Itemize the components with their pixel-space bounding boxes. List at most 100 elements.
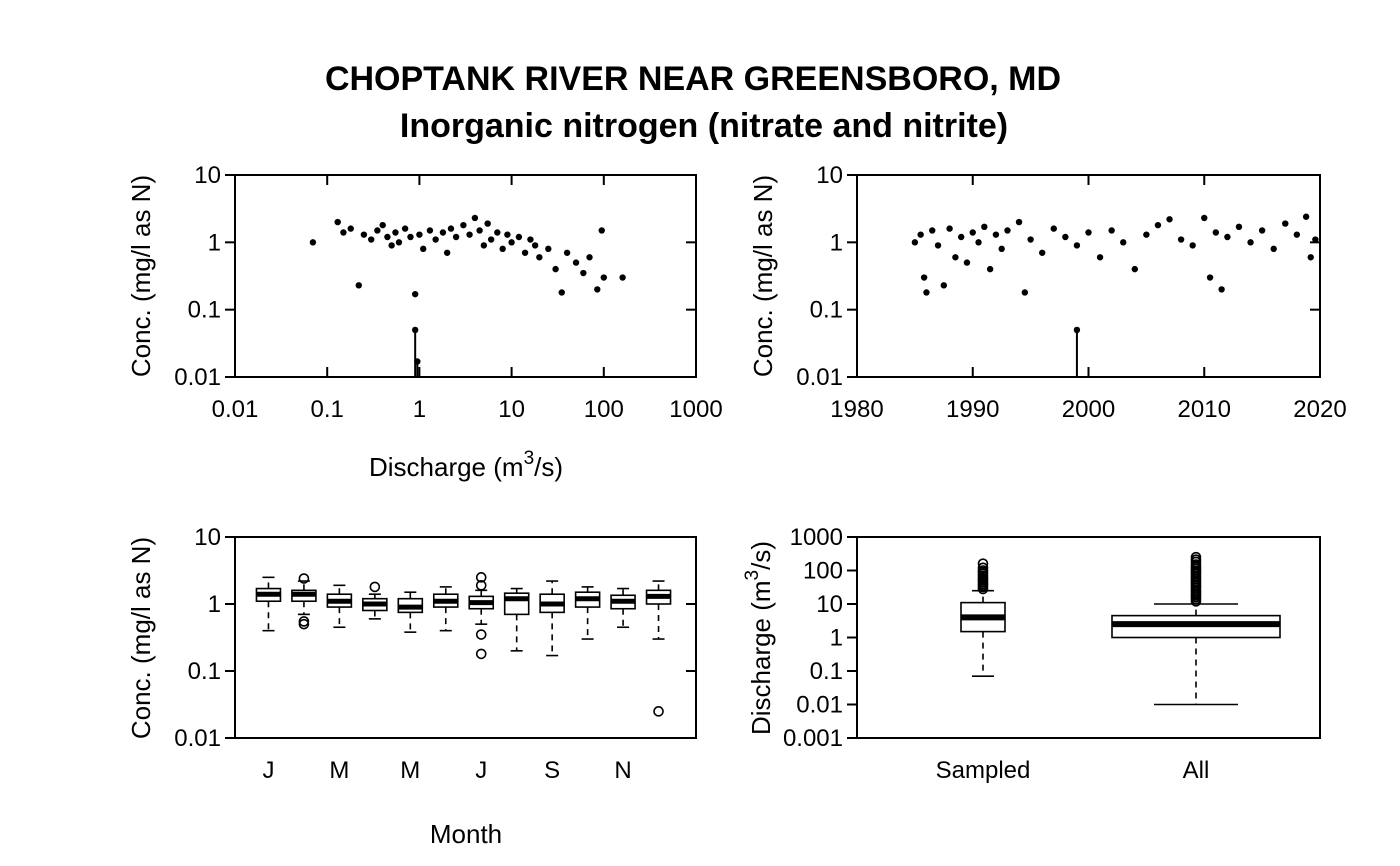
data-point: [1201, 214, 1208, 222]
data-point: [969, 229, 976, 236]
data-point: [1206, 274, 1214, 281]
box-outlier: [369, 581, 381, 593]
data-point: [508, 239, 515, 246]
censored-point: [411, 326, 419, 334]
data-point: [998, 245, 1005, 253]
data-point: [360, 231, 368, 238]
y-tick-label: 100: [803, 558, 843, 585]
data-point: [917, 231, 924, 238]
y-tick-label: 0.01: [796, 364, 843, 391]
x-tick-label: All: [1183, 757, 1210, 784]
data-point: [545, 245, 552, 253]
data-point: [1073, 242, 1081, 249]
figure-title-line2: Inorganic nitrogen (nitrate and nitrite): [400, 107, 1008, 145]
y-tick-label: 0.1: [810, 297, 843, 324]
data-point: [504, 231, 511, 238]
data-point: [572, 259, 580, 266]
data-point: [407, 233, 414, 241]
panel-conc-by-month: 0.01 0.1 1 10 J M M J S N Month Conc. (mg/l as N): [126, 524, 697, 849]
data-point: [594, 286, 601, 293]
data-point: [1258, 227, 1266, 234]
data-point: [384, 233, 391, 241]
data-point: [432, 236, 439, 243]
data-point: [515, 233, 523, 241]
y-tick-label: 10: [194, 524, 221, 551]
data-point: [1224, 233, 1231, 241]
box-outlier: [475, 629, 487, 640]
data-point: [1189, 242, 1196, 249]
y-axis-label: Conc. (mg/l as N): [126, 175, 156, 377]
y-tick-label: 10: [816, 591, 843, 618]
data-point: [487, 236, 495, 243]
data-point: [1293, 231, 1301, 238]
plot-frame: [234, 174, 697, 378]
box-outlier: [977, 558, 989, 569]
data-point: [600, 274, 607, 281]
x-tick-label: 0.1: [311, 396, 344, 423]
data-point: [619, 274, 626, 281]
data-point: [452, 233, 460, 241]
y-tick-label: 0.1: [810, 658, 843, 685]
x-axis-label: Discharge (m3/s): [369, 448, 563, 482]
data-point: [1120, 239, 1127, 246]
box-outlier: [653, 706, 664, 717]
panel-conc-vs-discharge: 0.01 0.1 1 10 100 1000 0.01 0.1 1 10 Conc. (mg/l a…: [126, 162, 723, 482]
data-point: [527, 236, 534, 243]
data-point: [1096, 254, 1104, 261]
data-point: [586, 254, 593, 261]
data-point: [466, 231, 473, 238]
x-tick-label: 2000: [1062, 396, 1115, 423]
data-point: [460, 221, 467, 229]
data-point: [355, 282, 362, 289]
y-axis-label: Conc. (mg/l as N): [748, 175, 778, 377]
x-tick-label: M: [400, 757, 420, 784]
y-tick-label: 10: [194, 162, 221, 189]
x-tick-label: 1000: [669, 396, 722, 423]
data-point: [1212, 229, 1220, 236]
data-point: [521, 249, 529, 256]
data-point: [946, 225, 953, 232]
data-point: [1085, 229, 1092, 236]
data-point: [379, 221, 386, 229]
y-axis-label: Conc. (mg/l as N): [126, 537, 156, 739]
data-point: [447, 225, 455, 232]
data-point: [1039, 249, 1046, 256]
data-point: [420, 245, 427, 253]
data-point: [952, 254, 959, 261]
data-point: [992, 231, 1000, 238]
data-point: [934, 242, 942, 249]
data-point: [392, 229, 399, 236]
data-point: [1143, 231, 1150, 238]
data-point: [1312, 236, 1319, 243]
y-tick-label: 1: [208, 591, 221, 618]
y-axis-label: Discharge (m3/s): [742, 541, 776, 735]
x-tick-label: 2010: [1178, 396, 1231, 423]
box-outlier: [475, 572, 487, 583]
y-tick-label: 0.001: [783, 725, 843, 752]
data-point: [1235, 223, 1243, 231]
data-point: [1247, 239, 1254, 246]
data-point: [1050, 225, 1057, 232]
data-point: [929, 227, 936, 234]
data-point: [494, 229, 501, 236]
x-tick-label: J: [262, 757, 274, 784]
figure-title-line1: CHOPTANK RIVER NEAR GREENSBORO, MD: [325, 60, 1061, 98]
data-point: [416, 231, 423, 238]
data-point: [340, 229, 347, 236]
x-tick-label: 1: [413, 396, 426, 423]
data-point: [439, 229, 447, 236]
data-point: [411, 290, 419, 298]
data-point: [558, 289, 565, 296]
data-point: [480, 242, 488, 249]
data-point: [401, 225, 409, 232]
data-point: [395, 239, 403, 246]
censored-point: [414, 358, 421, 365]
y-tick-label: 1: [830, 229, 843, 256]
data-point: [484, 220, 491, 227]
panel-conc-vs-time: 1980 1990 2000 2010 2020 0.01 0.1 1 10 Conc. (mg/…: [748, 162, 1347, 423]
data-point: [347, 225, 354, 232]
data-point: [1166, 216, 1173, 223]
y-tick-label: 0.1: [188, 297, 221, 324]
data-point: [986, 265, 994, 273]
